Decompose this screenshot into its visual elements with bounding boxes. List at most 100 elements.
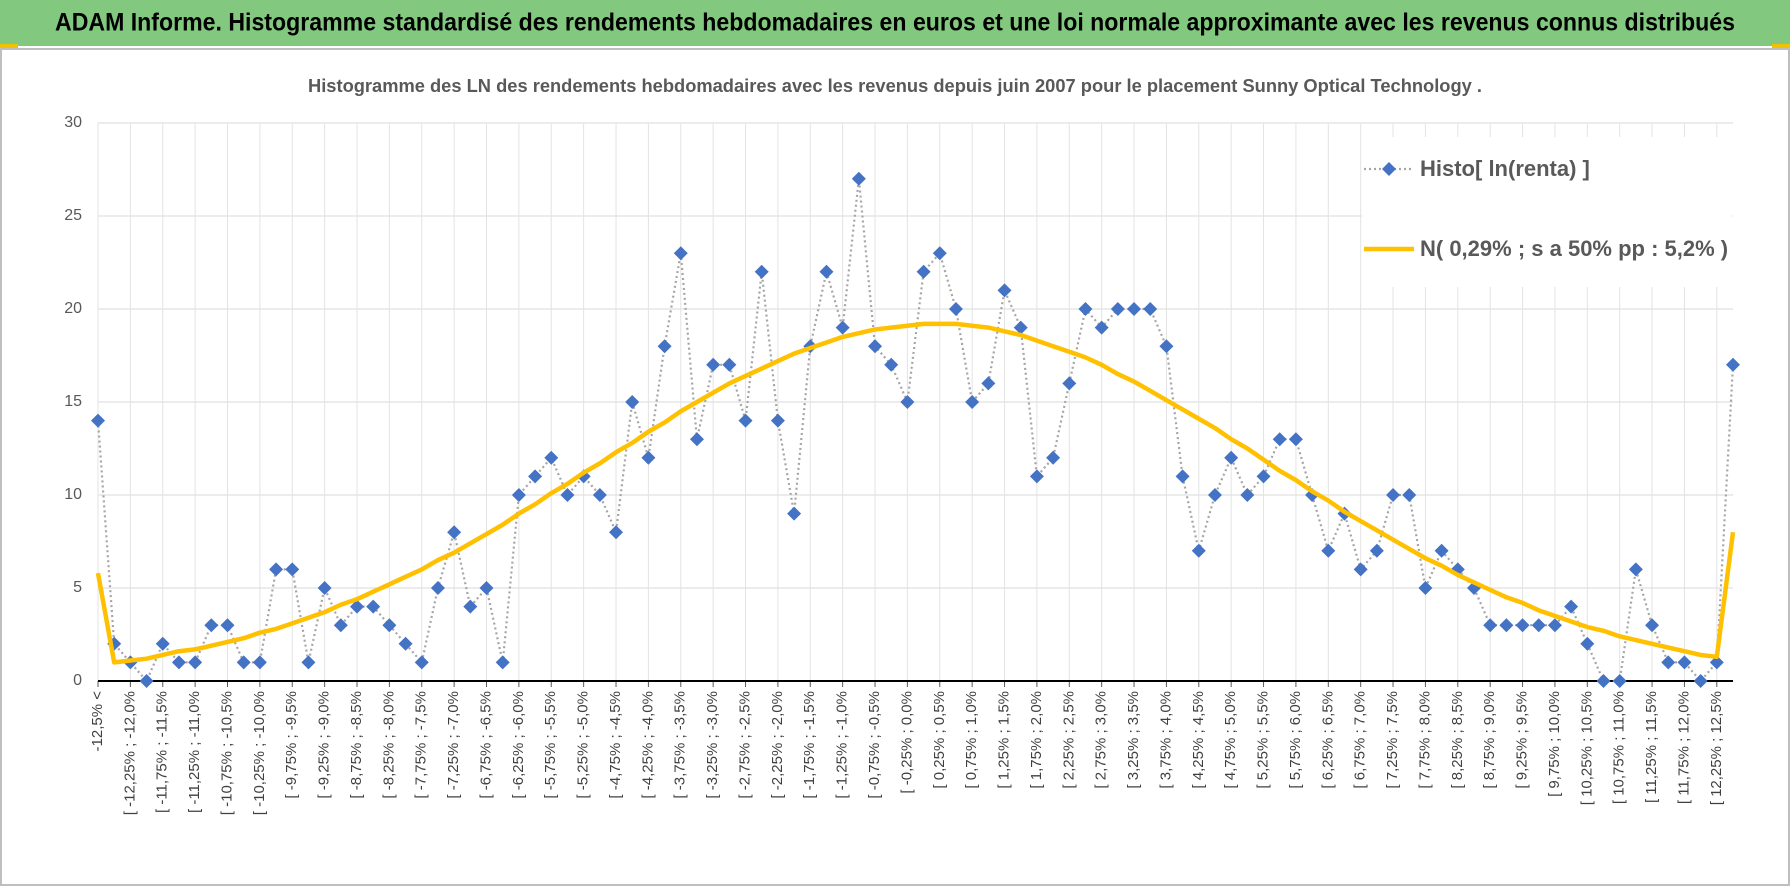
marker (754, 264, 769, 279)
x-tick-label: [ -11,25% ; -11,0% (186, 691, 203, 813)
marker (430, 581, 445, 595)
marker (495, 655, 510, 670)
marker (398, 636, 413, 651)
x-tick-label: [ -4,75% ; -4,5% (607, 691, 624, 799)
corner-mark (0, 44, 18, 49)
x-tick-label: [ -6,75% ; -6,5% (477, 691, 494, 799)
marker (269, 562, 284, 577)
marker (285, 562, 300, 577)
x-tick-label: [ 12,25% ; 12,5% (1708, 691, 1725, 805)
plot (91, 171, 1740, 688)
marker (528, 469, 543, 484)
x-tick-label: [ 1,25% ; 1,5% (996, 691, 1013, 789)
x-tick-label: [ 8,75% ; 9,0% (1481, 691, 1498, 789)
marker (414, 655, 429, 670)
marker (1612, 674, 1627, 688)
x-tick-label: [ 4,75% ; 5,0% (1222, 691, 1239, 789)
marker (350, 599, 365, 614)
marker (511, 488, 526, 502)
marker (1499, 618, 1514, 633)
marker (1159, 339, 1174, 354)
marker (1547, 618, 1562, 633)
x-tick-label: [ 0,75% ; 1,0% (963, 691, 980, 789)
marker (1353, 562, 1368, 577)
marker (1628, 562, 1643, 577)
x-tick-label: [ -8,25% ; -8,0% (380, 691, 397, 799)
marker (851, 171, 866, 186)
marker (932, 246, 947, 261)
y-tick-label: 25 (64, 207, 82, 224)
x-tick-label: [ 7,75% ; 8,0% (1416, 691, 1433, 789)
marker (1321, 543, 1336, 558)
x-tick-label: [ -12,25% ; -12,0% (121, 691, 138, 815)
x-tick-label: [ -5,75% ; -5,5% (542, 691, 559, 799)
corner-mark (1772, 44, 1790, 49)
marker (1580, 636, 1595, 651)
x-tick-label: [ 1,75% ; 2,0% (1028, 691, 1045, 789)
marker (447, 525, 462, 540)
legend-box (1362, 137, 1732, 287)
marker (1661, 655, 1676, 670)
x-tick-label: [ -10,75% ; -10,5% (218, 691, 235, 815)
marker (1207, 488, 1222, 502)
marker (868, 339, 883, 354)
marker (1288, 432, 1303, 447)
marker (835, 320, 850, 335)
marker (965, 395, 980, 409)
marker (544, 450, 559, 465)
x-tick-label: [ 6,25% ; 6,5% (1319, 691, 1336, 789)
marker (1078, 302, 1093, 316)
x-tick-label: [ -11,75% ; -11,5% (154, 691, 171, 813)
marker (1143, 302, 1158, 316)
marker (1596, 674, 1611, 688)
marker (1564, 599, 1579, 614)
marker (1483, 618, 1498, 633)
y-tick-label: 15 (64, 393, 82, 410)
legend: Histo[ ln(renta) ] N( 0,29% ; s a 50% pp … (1362, 137, 1732, 287)
grid: 0 5 10 15 20 25 30 -12,5% < [ -12,25% ; -12,0% [ … (64, 114, 1733, 815)
marker (997, 283, 1012, 298)
marker (884, 357, 899, 372)
marker (1418, 581, 1433, 595)
x-tick-label: [ 5,75% ; 6,0% (1287, 691, 1304, 789)
y-tick-label: 0 (73, 672, 82, 689)
marker (592, 488, 607, 502)
marker (560, 488, 575, 502)
marker (641, 450, 656, 465)
x-tick-label: [ -3,25% ; -3,0% (704, 691, 721, 799)
marker (1677, 655, 1692, 670)
x-tick-label: [ 7,25% ; 7,5% (1384, 691, 1401, 789)
y-tick-label: 30 (64, 114, 82, 131)
marker (1386, 488, 1401, 502)
marker (1515, 618, 1530, 633)
marker (1240, 488, 1255, 502)
marker (1709, 655, 1724, 670)
marker (900, 395, 915, 409)
x-tick-label: [ -8,75% ; -8,5% (348, 691, 365, 799)
marker (236, 655, 251, 670)
marker (317, 581, 332, 595)
marker (479, 581, 494, 595)
x-tick-label: [ -6,25% ; -6,0% (510, 691, 527, 799)
marker (706, 357, 721, 372)
marker (301, 655, 316, 670)
x-tick-label: [ 3,25% ; 3,5% (1125, 691, 1142, 789)
x-tick-label: [ -9,75% ; -9,5% (283, 691, 300, 799)
marker (609, 525, 624, 540)
series-curve (95, 321, 1736, 665)
x-tick-label: [ -0,75% ; -0,5% (866, 691, 883, 799)
marker (1013, 320, 1028, 335)
x-tick-label: [ -3,75% ; -3,5% (672, 691, 689, 799)
y-tick-label: 10 (64, 486, 82, 503)
marker (463, 599, 478, 614)
x-tick-label: [ -2,25% ; -2,0% (769, 691, 786, 799)
marker (1693, 674, 1708, 688)
y-tick-label: 20 (64, 300, 82, 317)
marker (948, 302, 963, 316)
chart-title: Histogramme des LN des rendements hebdom… (308, 76, 1482, 96)
x-tick-label: [ 10,75% ; 11,0% (1611, 691, 1628, 804)
x-tick-label: [ -1,75% ; -1,5% (801, 691, 818, 799)
marker (1224, 450, 1239, 465)
marker (625, 395, 640, 409)
